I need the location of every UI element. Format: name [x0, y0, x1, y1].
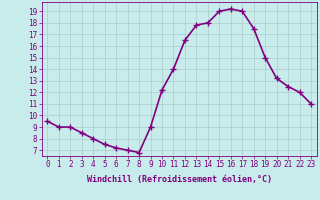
X-axis label: Windchill (Refroidissement éolien,°C): Windchill (Refroidissement éolien,°C): [87, 175, 272, 184]
